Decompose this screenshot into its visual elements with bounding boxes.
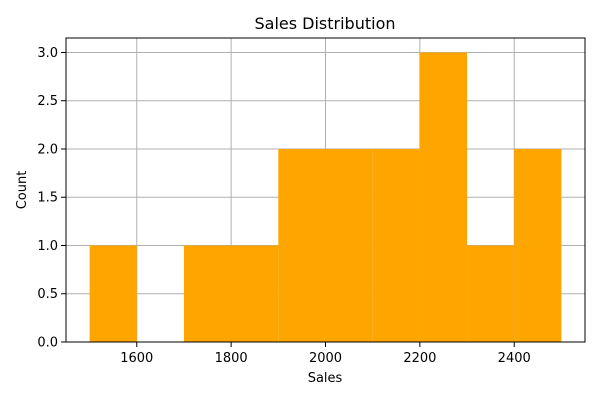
histogram-bar xyxy=(514,148,562,342)
bars-layer xyxy=(89,52,562,342)
histogram-bar xyxy=(372,148,420,342)
x-tick-label: 1800 xyxy=(215,351,248,366)
y-tick-label: 0.5 xyxy=(37,287,58,302)
x-axis-label: Sales xyxy=(308,371,343,386)
histogram-bar xyxy=(467,245,515,342)
histogram-bar xyxy=(278,148,326,342)
x-tick-label: 2200 xyxy=(403,351,436,366)
y-axis-label: Count xyxy=(15,171,30,210)
y-tick-label: 3.0 xyxy=(37,46,58,61)
y-tick-label: 2.0 xyxy=(37,142,58,157)
histogram-bar xyxy=(419,52,468,342)
ticks-layer: 1600 1800 2000 2200 2400 0.0 0.5 1.0 1.5 2.0 2.5 3.… xyxy=(37,46,530,366)
x-tick-label: 2400 xyxy=(498,351,531,366)
y-tick-label: 0.0 xyxy=(37,336,58,351)
histogram-bar xyxy=(89,245,137,342)
y-tick-label: 1.5 xyxy=(37,191,58,206)
histogram-bar xyxy=(183,245,232,342)
x-tick-label: 1600 xyxy=(120,351,153,366)
y-tick-label: 1.0 xyxy=(37,239,58,254)
x-tick-label: 2000 xyxy=(309,351,342,366)
y-tick-label: 2.5 xyxy=(37,94,58,109)
histogram-bar xyxy=(325,148,373,342)
chart-title: Sales Distribution xyxy=(254,14,395,33)
histogram-bar xyxy=(231,245,279,342)
